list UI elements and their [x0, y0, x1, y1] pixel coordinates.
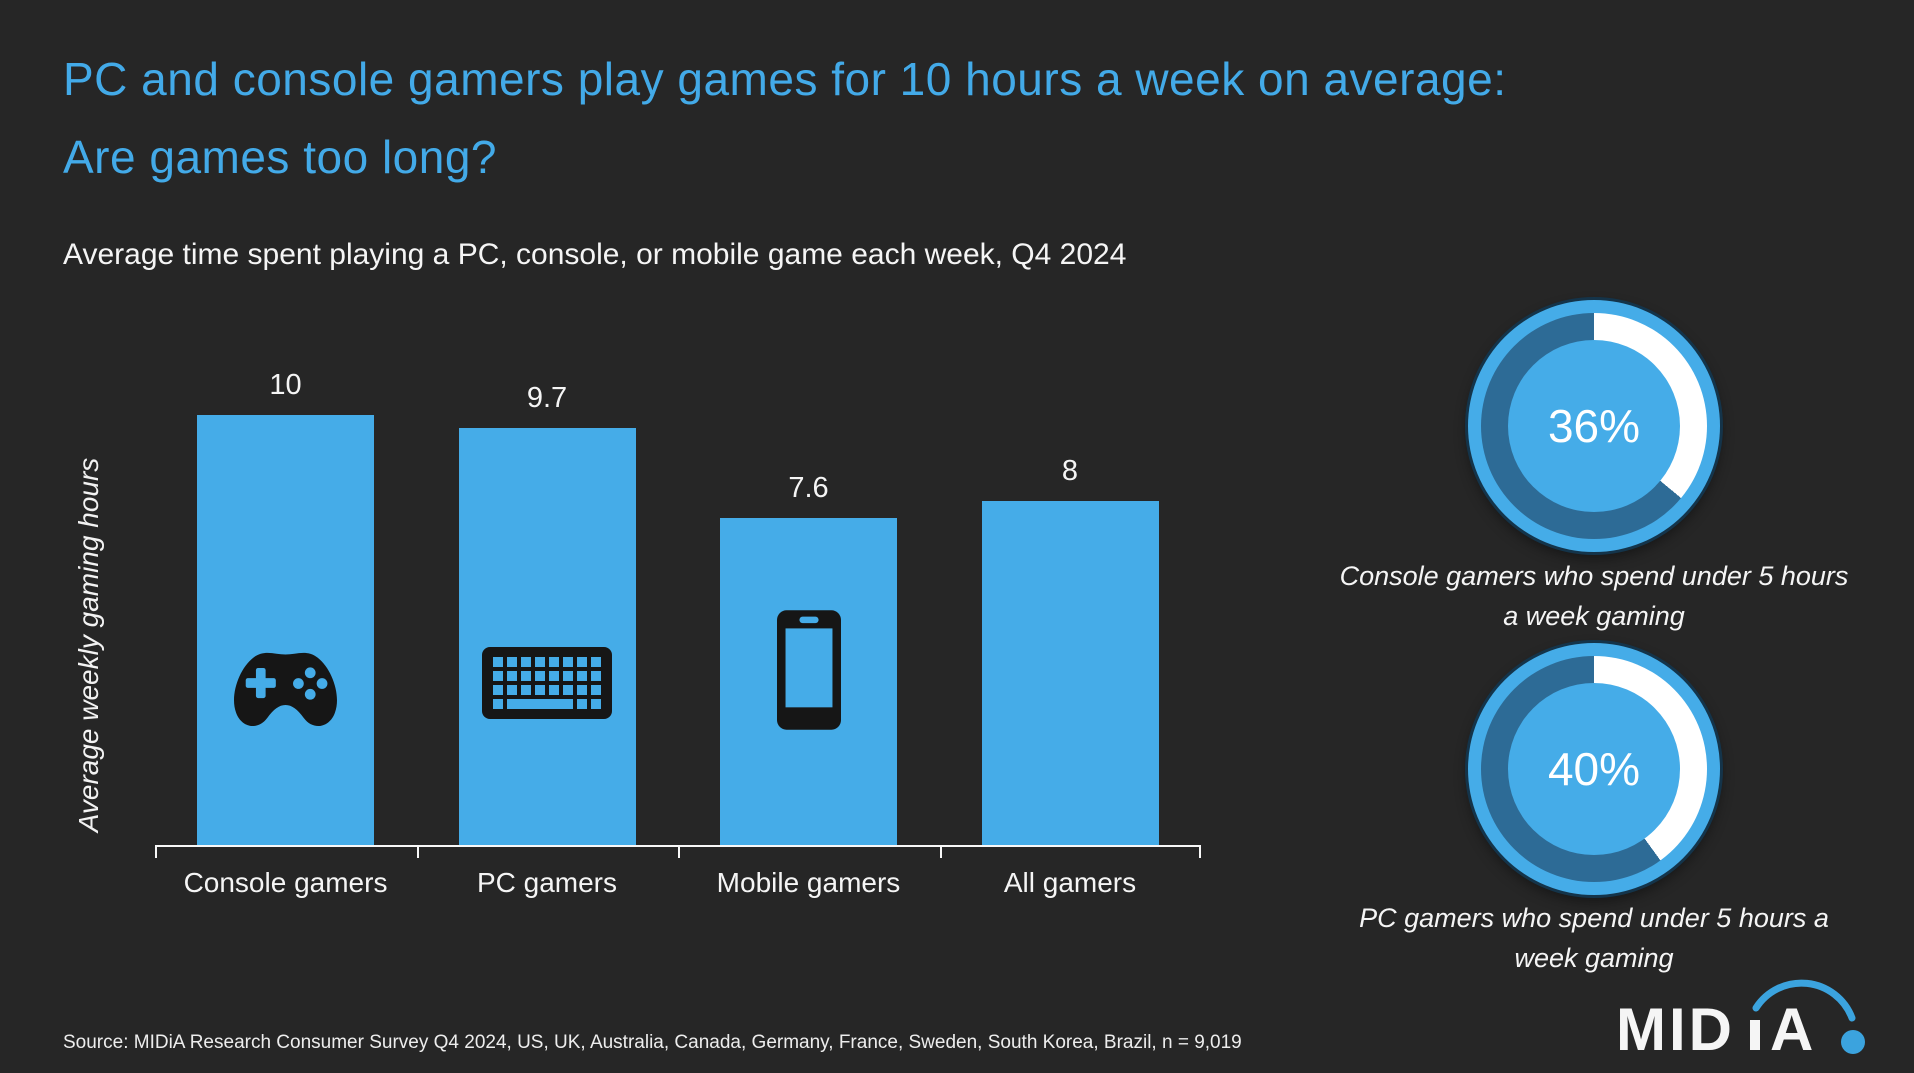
- x-axis-tick: [939, 845, 942, 858]
- logo-text-mid: MID: [1616, 996, 1735, 1062]
- x-axis-tick: [1199, 845, 1201, 858]
- x-axis-category-label: Console gamers: [183, 867, 388, 898]
- bar-mobile-gamers: [720, 518, 898, 845]
- donut-caption: PC gamers who spend under 5 hours a week…: [1359, 903, 1829, 973]
- x-axis-category-label: Mobile gamers: [716, 867, 901, 898]
- logo-letter-i: [1750, 1020, 1760, 1050]
- bar-value-label: 10: [269, 369, 302, 401]
- bar-pc-gamers: [458, 427, 636, 845]
- bar-all-gamers: [981, 501, 1159, 845]
- bar-chart: 10 9.7 7.6 8 Console gamers PC gamers Mobile …: [155, 365, 1201, 925]
- donut-caption: Console gamers who spend under 5 hours a…: [1339, 561, 1849, 631]
- donut-chart-pc: 40%: [1468, 643, 1720, 895]
- gamepad-icon: [221, 640, 350, 745]
- smartphone-icon: [776, 610, 841, 735]
- x-axis-category-label: All gamers: [1003, 867, 1137, 898]
- page-title-line1: PC and console gamers play games for 10 …: [63, 53, 1507, 105]
- bar-value-label: 7.6: [788, 472, 829, 505]
- x-axis-tick: [678, 845, 680, 858]
- midia-logo: MID A: [1598, 958, 1898, 1063]
- page-title: PC and console gamers play games for 10 …: [63, 40, 1663, 196]
- donut-percentage-value: 36%: [1508, 340, 1680, 512]
- page-title-line2: Are games too long?: [63, 131, 497, 183]
- chart-subtitle: Average time spent playing a PC, console…: [63, 238, 1127, 271]
- x-axis-category-label: PC gamers: [476, 867, 618, 898]
- x-axis-tick: [155, 845, 157, 858]
- logo-dot: [1841, 1030, 1865, 1054]
- x-axis-tick: [416, 845, 419, 858]
- bar-value-label: 8: [1061, 455, 1079, 487]
- donut-chart-console: 36%: [1468, 300, 1720, 552]
- logo-arc: [1752, 979, 1856, 1022]
- keyboard-icon: [478, 647, 616, 724]
- bar-value-label: 9.7: [526, 381, 568, 414]
- bar-chart-plot-area: 10 9.7 7.6 8: [155, 365, 1201, 847]
- donut-percentage-value: 40%: [1508, 683, 1680, 855]
- y-axis-label: Average weekly gaming hours: [73, 457, 104, 833]
- logo-text-a: A: [1770, 996, 1813, 1062]
- midia-logo-graphic: MID A: [1616, 979, 1865, 1063]
- source-note: Source: MIDiA Research Consumer Survey Q…: [63, 1032, 1242, 1053]
- bar-console-gamers: [197, 415, 375, 845]
